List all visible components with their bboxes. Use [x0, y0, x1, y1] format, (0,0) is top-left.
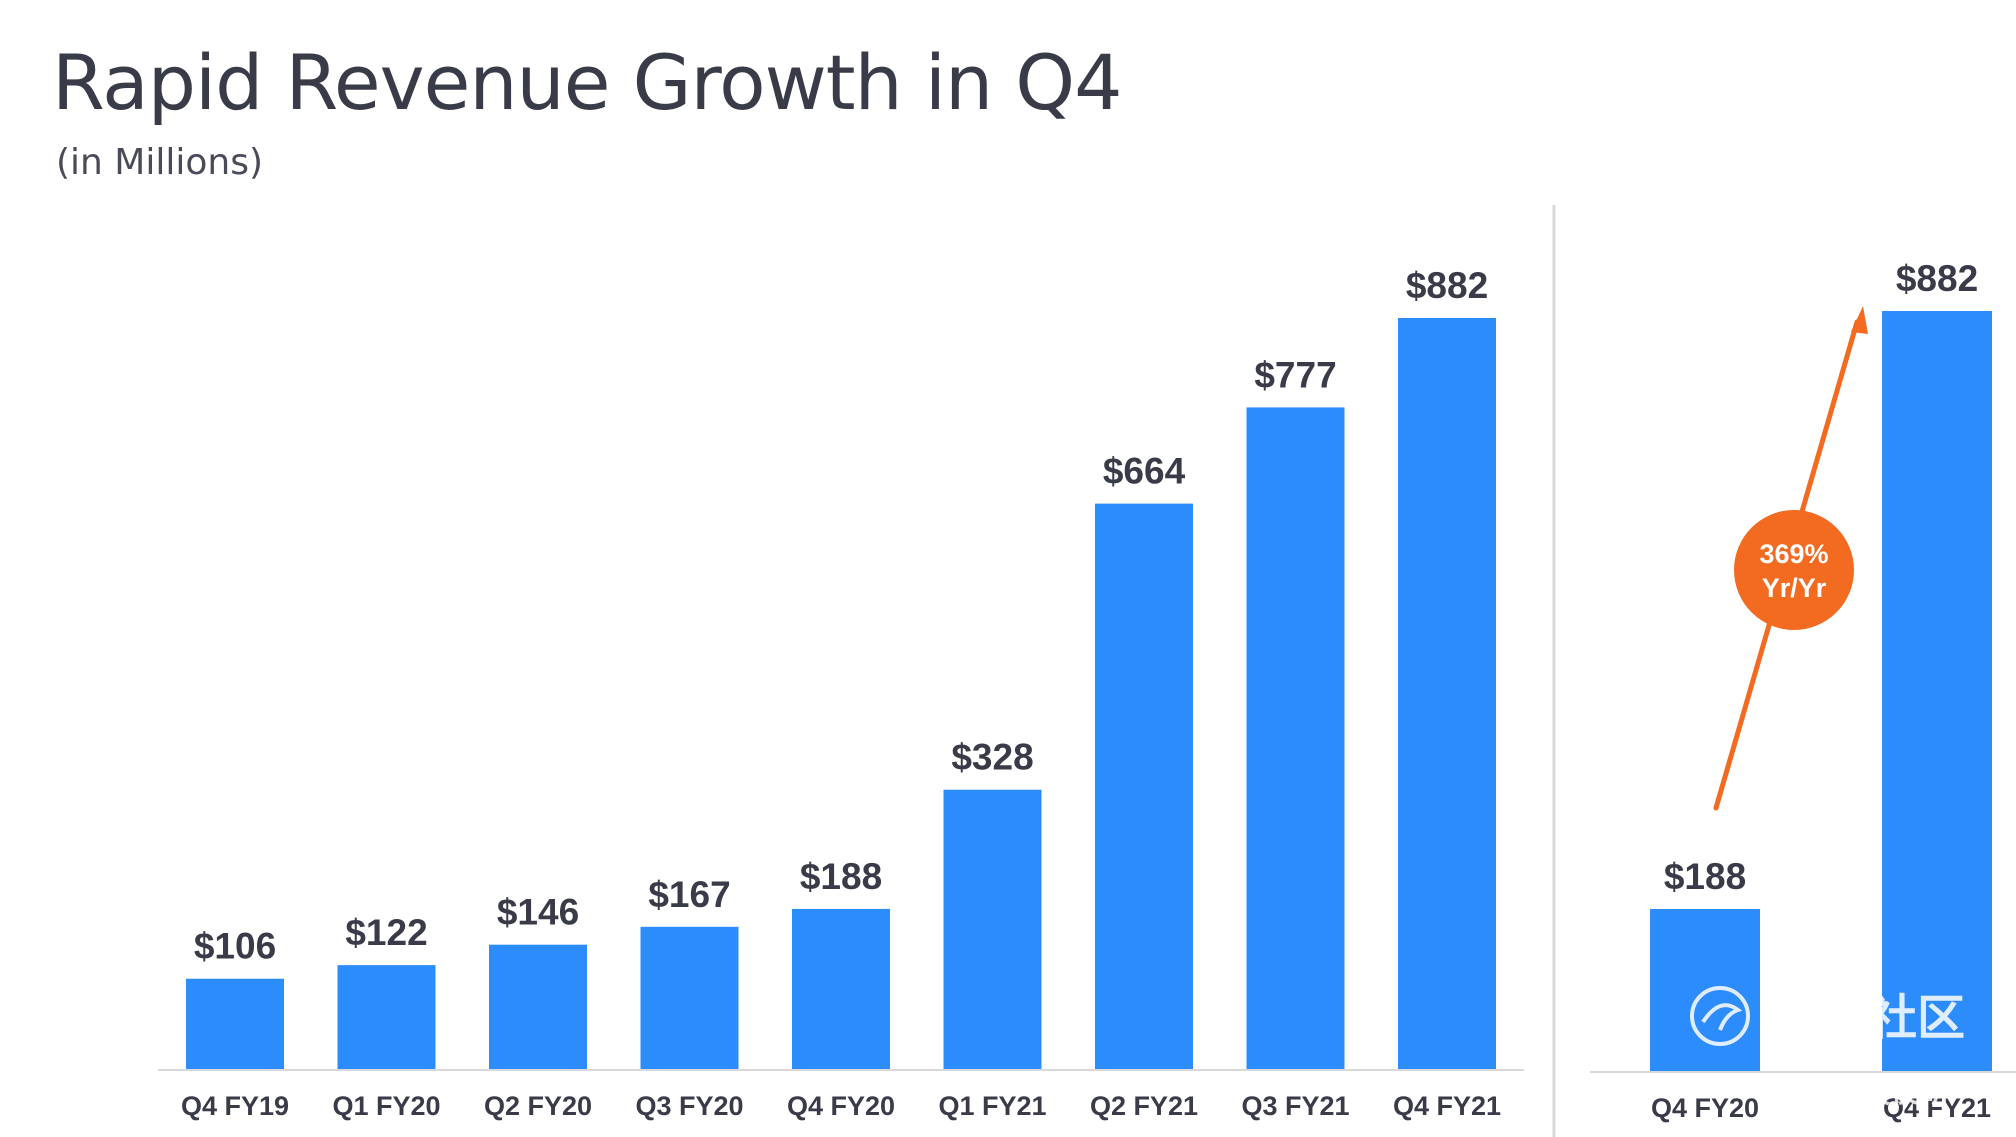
x-tick-label: Q1 FY21: [938, 1091, 1046, 1121]
bar: [1095, 503, 1193, 1069]
data-label: $882: [1896, 258, 1978, 299]
bar: [1650, 909, 1760, 1071]
x-tick-label: Q4 FY21: [1393, 1091, 1501, 1121]
x-tick-label: Q2 FY21: [1090, 1091, 1198, 1121]
growth-badge: [1734, 510, 1854, 630]
data-label: $664: [1103, 451, 1186, 492]
data-label: $188: [1664, 856, 1746, 897]
arrow-head-icon: [1851, 306, 1868, 334]
data-label: $106: [194, 926, 276, 967]
bar: [186, 978, 284, 1069]
data-label: $328: [951, 737, 1033, 778]
x-tick-label: Q4 FY20: [1651, 1093, 1759, 1123]
watermark: 老虎社区 @美股投研: [1690, 986, 1965, 1110]
watermark-handle: @美股投研: [1800, 1075, 1950, 1110]
tiger-logo-icon: [1690, 986, 1750, 1046]
data-label: $882: [1406, 265, 1488, 306]
bar: [792, 908, 890, 1069]
x-tick-label: Q4 FY19: [181, 1091, 289, 1121]
data-label: $188: [800, 856, 882, 897]
main-bar-chart: $106 Q4 FY19 $122 Q1 FY20 $146 Q2 FY20 $167 Q3 …: [158, 265, 1524, 1121]
x-tick-label: Q2 FY20: [484, 1091, 592, 1121]
x-tick-label: Q3 FY20: [635, 1091, 743, 1121]
bar: [1246, 407, 1345, 1069]
x-tick-label: Q4 FY20: [787, 1091, 895, 1121]
page-title: Rapid Revenue Growth in Q4: [52, 38, 1122, 127]
bar: [640, 926, 739, 1069]
growth-period: Yr/Yr: [1762, 573, 1827, 603]
growth-percent: 369%: [1759, 539, 1828, 569]
data-label: $146: [497, 892, 579, 933]
data-label: $122: [345, 912, 427, 953]
page-subtitle: (in Millions): [56, 142, 264, 183]
x-tick-label: Q4 FY21: [1883, 1093, 1991, 1123]
bar: [337, 965, 436, 1069]
bar: [1398, 318, 1496, 1069]
bar: [489, 944, 587, 1069]
bar: [943, 789, 1042, 1069]
growth-annotation: 369% Yr/Yr: [1713, 306, 1868, 811]
data-label: $777: [1254, 354, 1336, 395]
bar: [1882, 311, 1992, 1071]
yoy-comparison-chart: $188 Q4 FY20 $882 Q4 FY21: [1590, 258, 2016, 1123]
x-tick-label: Q3 FY21: [1241, 1091, 1349, 1121]
watermark-brand: 老虎社区: [1773, 990, 1965, 1046]
data-label: $167: [648, 874, 730, 915]
x-tick-label: Q1 FY20: [332, 1091, 440, 1121]
